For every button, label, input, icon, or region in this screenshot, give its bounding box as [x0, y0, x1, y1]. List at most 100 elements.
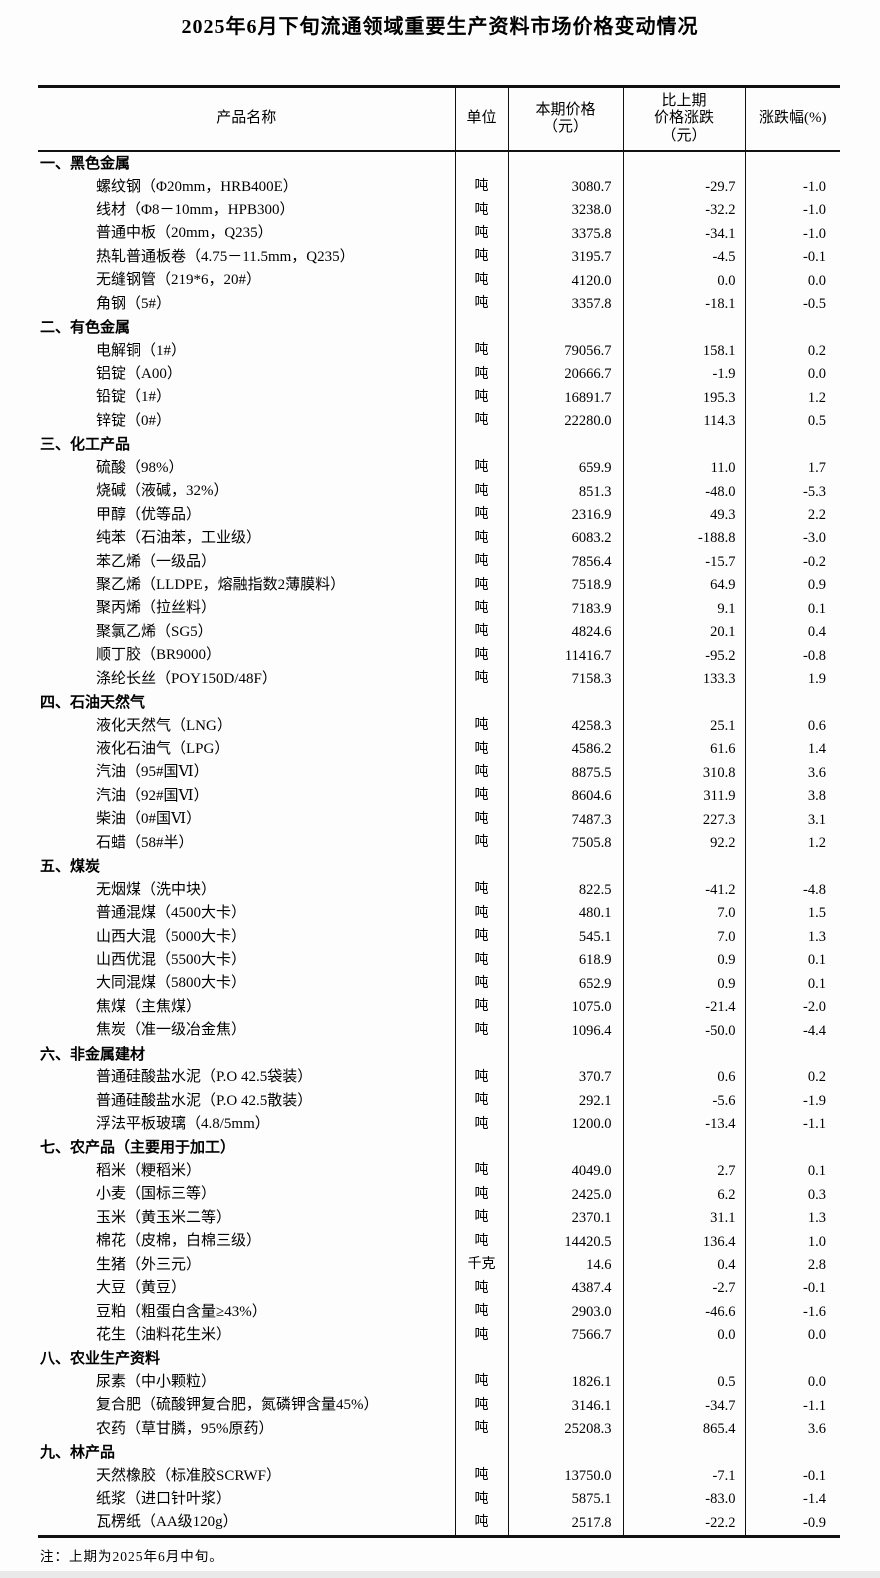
product-name: 棉花（皮棉，白棉三级） — [96, 1233, 262, 1250]
unit-cell: 吨 — [454, 362, 508, 387]
change-cell: 20.1 — [622, 620, 745, 645]
pct-cell: 1.0 — [744, 1230, 840, 1254]
price-cell: 7158.3 — [507, 667, 623, 692]
unit-cell: 吨 — [454, 1277, 508, 1301]
price-cell: 3375.8 — [507, 222, 623, 246]
price-cell: 4120.0 — [507, 269, 623, 293]
change-cell — [622, 151, 745, 176]
change-cell: 0.0 — [622, 1323, 745, 1348]
table-row: 聚乙烯（LLDPE，熔融指数2薄膜料） 吨 7518.9 64.9 0.9 — [38, 573, 840, 598]
price-cell: 4258.3 — [507, 714, 623, 738]
unit-cell: 吨 — [454, 808, 508, 832]
change-cell: -32.2 — [622, 198, 745, 223]
unit-cell: 吨 — [454, 1066, 508, 1090]
pct-cell: 1.3 — [744, 925, 840, 949]
table-row: 顺丁胶（BR9000） 吨 11416.7 -95.2 -0.8 — [38, 644, 840, 668]
price-cell: 8604.6 — [507, 784, 623, 809]
product-name: 热轧普通板卷（4.75－11.5mm，Q235） — [96, 248, 355, 265]
price-cell: 6083.2 — [507, 527, 623, 551]
price-cell: 1075.0 — [507, 995, 623, 1020]
unit-cell: 吨 — [454, 1300, 508, 1324]
product-name: 硫酸（98%） — [96, 459, 184, 476]
price-cell: 3238.0 — [507, 198, 623, 223]
change-cell: -95.2 — [622, 644, 745, 668]
change-cell: -50.0 — [622, 1019, 745, 1043]
product-name: 普通硅酸盐水泥（P.O 42.5散装） — [96, 1092, 313, 1109]
product-name: 石蜡（58#半） — [96, 834, 194, 851]
price-cell: 652.9 — [507, 972, 623, 996]
change-cell: -13.4 — [622, 1112, 745, 1137]
price-cell: 7505.8 — [507, 831, 623, 856]
pct-cell: -1.9 — [744, 1089, 840, 1113]
table-row: 大豆（黄豆） 吨 4387.4 -2.7 -0.1 — [38, 1277, 840, 1301]
price-cell: 480.1 — [507, 902, 623, 926]
change-cell: -2.7 — [622, 1277, 745, 1301]
change-cell — [622, 855, 745, 879]
pct-cell: 3.6 — [744, 761, 840, 785]
unit-cell: 吨 — [454, 761, 508, 785]
table-row: 焦炭（准一级冶金焦） 吨 1096.4 -50.0 -4.4 — [38, 1019, 840, 1043]
product-name: 角钢（5#） — [96, 295, 172, 312]
pct-cell: -0.1 — [744, 245, 840, 270]
table-row: 铝锭（A00） 吨 20666.7 -1.9 0.0 — [38, 362, 840, 387]
price-cell — [507, 1136, 623, 1160]
change-cell: 114.3 — [622, 409, 745, 434]
product-name: 豆粕（粗蛋白含量≥43%） — [96, 1303, 267, 1320]
price-cell: 2425.0 — [507, 1183, 623, 1207]
change-cell: -83.0 — [622, 1487, 745, 1512]
table-row: 热轧普通板卷（4.75－11.5mm，Q235） 吨 3195.7 -4.5 -0.1 — [38, 245, 840, 270]
pct-cell: -1.0 — [744, 222, 840, 246]
product-name: 普通硅酸盐水泥（P.O 42.5袋装） — [96, 1069, 313, 1086]
pct-cell — [744, 1441, 840, 1465]
change-cell — [622, 433, 745, 457]
unit-cell: 吨 — [454, 831, 508, 856]
product-name: 烧碱（液碱，32%） — [96, 483, 229, 500]
change-cell: -188.8 — [622, 527, 745, 551]
table-row: 豆粕（粗蛋白含量≥43%） 吨 2903.0 -46.6 -1.6 — [38, 1300, 840, 1324]
change-cell: -41.2 — [622, 878, 745, 902]
change-cell: -18.1 — [622, 292, 745, 317]
pct-cell: -1.4 — [744, 1487, 840, 1512]
header-row: 产品名称 单位 本期价格 （元） 比上期 价格涨跌 （元） 涨跌幅(%) — [38, 86, 840, 152]
unit-cell: 吨 — [454, 620, 508, 645]
price-cell — [507, 1042, 623, 1067]
table-row: 铅锭（1#） 吨 16891.7 195.3 1.2 — [38, 386, 840, 410]
price-cell: 545.1 — [507, 925, 623, 949]
table-row: 农药（草甘膦，95%原药） 吨 25208.3 865.4 3.6 — [38, 1417, 840, 1442]
product-name: 瓦楞纸（AA级120g） — [96, 1514, 238, 1531]
change-cell: 7.0 — [622, 925, 745, 949]
unit-cell: 吨 — [454, 878, 508, 902]
product-name: 铝锭（A00） — [96, 366, 182, 383]
table-row: 无烟煤（洗中块） 吨 822.5 -41.2 -4.8 — [38, 878, 840, 902]
unit-cell: 吨 — [454, 1464, 508, 1488]
change-cell — [622, 1042, 745, 1067]
section-title: 六、非金属建材 — [40, 1045, 146, 1063]
price-cell — [507, 316, 623, 340]
change-cell: 0.6 — [622, 1066, 745, 1090]
change-cell: -15.7 — [622, 550, 745, 574]
product-name: 复合肥（硫酸钾复合肥，氮磷钾含量45%） — [96, 1397, 379, 1414]
pct-cell: -0.5 — [744, 292, 840, 317]
table-row: 纸浆（进口针叶浆） 吨 5875.1 -83.0 -1.4 — [38, 1487, 840, 1512]
change-cell: -1.9 — [622, 362, 745, 387]
price-cell: 7856.4 — [507, 550, 623, 574]
table-row: 硫酸（98%） 吨 659.9 11.0 1.7 — [38, 456, 840, 481]
table-row: 棉花（皮棉，白棉三级） 吨 14420.5 136.4 1.0 — [38, 1230, 840, 1254]
price-cell: 22280.0 — [507, 409, 623, 434]
unit-cell — [454, 1441, 508, 1465]
price-cell — [507, 1347, 623, 1371]
price-cell: 20666.7 — [507, 362, 623, 387]
change-cell: 31.1 — [622, 1206, 745, 1231]
table-row: 角钢（5#） 吨 3357.8 -18.1 -0.5 — [38, 292, 840, 317]
unit-cell: 吨 — [454, 784, 508, 809]
price-cell: 2316.9 — [507, 503, 623, 527]
price-cell: 2517.8 — [507, 1511, 623, 1537]
product-name: 涤纶长丝（POY150D/48F） — [96, 670, 277, 687]
section-title: 四、石油天然气 — [40, 694, 146, 712]
table-row: 瓦楞纸（AA级120g） 吨 2517.8 -22.2 -0.9 — [38, 1511, 840, 1537]
unit-cell — [454, 855, 508, 879]
product-name: 液化石油气（LPG） — [96, 741, 230, 758]
table-row: 玉米（黄玉米二等） 吨 2370.1 31.1 1.3 — [38, 1206, 840, 1231]
price-cell — [507, 151, 623, 176]
unit-cell: 吨 — [454, 1487, 508, 1512]
